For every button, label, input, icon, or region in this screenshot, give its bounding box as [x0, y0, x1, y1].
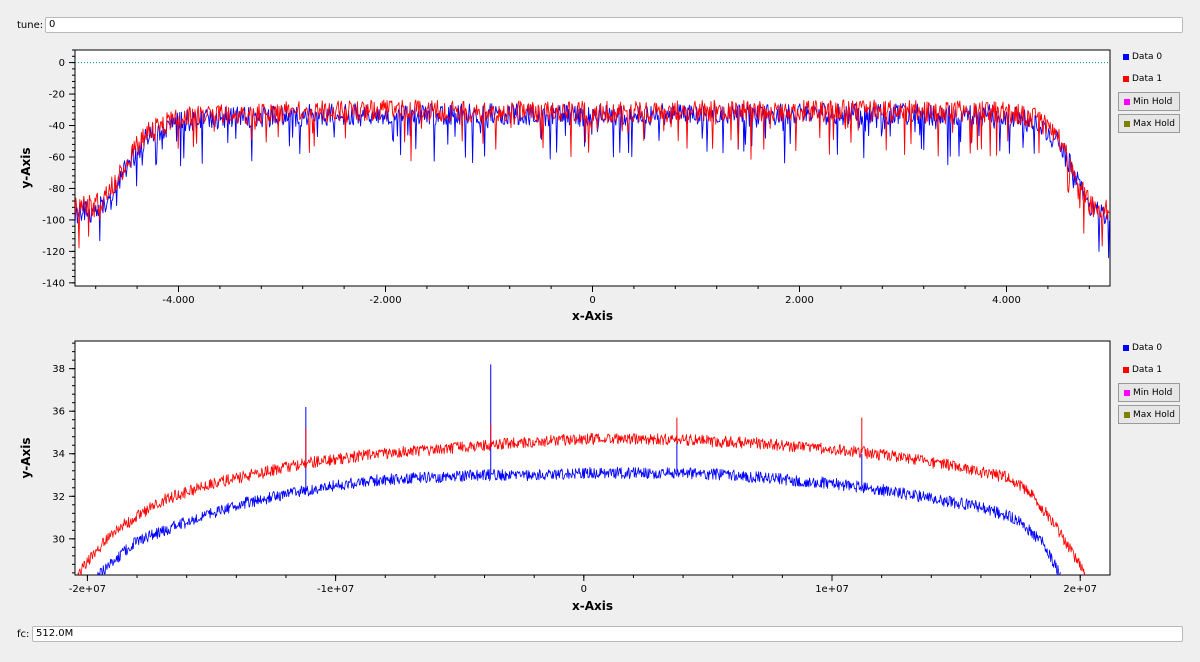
y-tick-label: -80 — [49, 184, 65, 195]
x-axis-label: x-Axis — [572, 309, 613, 323]
y-tick-label: -100 — [42, 215, 65, 226]
legend-label: Max Hold — [1133, 410, 1175, 420]
x-tick-label: 0 — [589, 295, 595, 306]
legend-swatch — [1123, 54, 1129, 60]
tune-label: tune: — [17, 20, 44, 31]
histogram-legend: Data 0 Data 1 Min Hold Max Hold — [1118, 339, 1180, 427]
series-line-data-1 — [77, 432, 1086, 575]
y-tick-label: -140 — [42, 278, 65, 289]
y-tick-label: 0 — [59, 58, 65, 69]
y-axis-label: y-Axis — [19, 147, 33, 188]
legend-label: Min Hold — [1133, 97, 1173, 107]
plot-area[interactable] — [74, 49, 1111, 287]
x-tick-label: -4.000 — [162, 295, 194, 306]
legend-swatch — [1123, 76, 1129, 82]
legend-label: Data 0 — [1132, 343, 1163, 353]
legend-item-min-hold[interactable]: Min Hold — [1118, 92, 1180, 111]
y-tick-label: 34 — [52, 449, 65, 460]
legend-swatch — [1124, 390, 1130, 396]
legend-label: Data 1 — [1132, 74, 1163, 84]
legend-item-data-1[interactable]: Data 1 — [1118, 70, 1180, 89]
x-tick-label: 0 — [581, 584, 587, 595]
legend-label: Min Hold — [1133, 388, 1173, 398]
series-line-data-0 — [97, 466, 1061, 575]
y-axis-label: y-Axis — [19, 437, 33, 478]
histogram-chart[interactable]: -2e+07 -1e+07 0 1e+07 2e+07 30 32 34 36 38 x-Axis y… — [0, 336, 1116, 614]
y-tick-label: -60 — [49, 152, 65, 163]
tune-row: tune: 0 — [0, 16, 1200, 36]
y-tick-label: -20 — [49, 90, 65, 101]
x-tick-label: 2.000 — [785, 295, 814, 306]
fc-row: fc: 512.0M — [0, 625, 1200, 645]
legend-item-max-hold[interactable]: Max Hold — [1118, 405, 1180, 424]
fc-label: fc: — [17, 629, 30, 640]
y-tick-label: 32 — [52, 492, 65, 503]
x-tick-label: -2e+07 — [69, 584, 106, 595]
legend-label: Data 0 — [1132, 52, 1163, 62]
legend-item-data-1[interactable]: Data 1 — [1118, 361, 1180, 380]
legend-swatch — [1123, 367, 1129, 373]
tune-input[interactable]: 0 — [45, 17, 1183, 33]
x-tick-label: 4.000 — [992, 295, 1021, 306]
legend-item-max-hold[interactable]: Max Hold — [1118, 114, 1180, 133]
spectrum-legend: Data 0 Data 1 Min Hold Max Hold — [1118, 48, 1180, 136]
legend-label: Data 1 — [1132, 365, 1163, 375]
x-tick-label: 2e+07 — [1063, 584, 1097, 595]
legend-item-data-0[interactable]: Data 0 — [1118, 339, 1180, 358]
y-tick-label: 38 — [52, 364, 65, 375]
legend-swatch — [1124, 99, 1130, 105]
legend-label: Max Hold — [1133, 119, 1175, 129]
x-axis-label: x-Axis — [572, 599, 613, 613]
x-tick-label: -1e+07 — [317, 584, 354, 595]
y-tick-label: -40 — [49, 121, 65, 132]
x-tick-label: -2.000 — [369, 295, 401, 306]
legend-swatch — [1123, 345, 1129, 351]
y-tick-label: 30 — [52, 534, 65, 545]
legend-swatch — [1124, 412, 1130, 418]
legend-item-data-0[interactable]: Data 0 — [1118, 48, 1180, 67]
legend-swatch — [1124, 121, 1130, 127]
x-tick-label: 1e+07 — [815, 584, 849, 595]
y-tick-label: 36 — [52, 407, 65, 418]
y-tick-label: -120 — [42, 247, 65, 258]
fc-input[interactable]: 512.0M — [32, 626, 1183, 642]
series-line-data-1 — [75, 99, 1110, 249]
legend-item-min-hold[interactable]: Min Hold — [1118, 383, 1180, 402]
spectrum-chart[interactable]: -4.000 -2.000 0 2.000 4.000 0 -20 -40 -60 -80 -100… — [0, 44, 1116, 328]
plot-area[interactable] — [74, 340, 1111, 576]
